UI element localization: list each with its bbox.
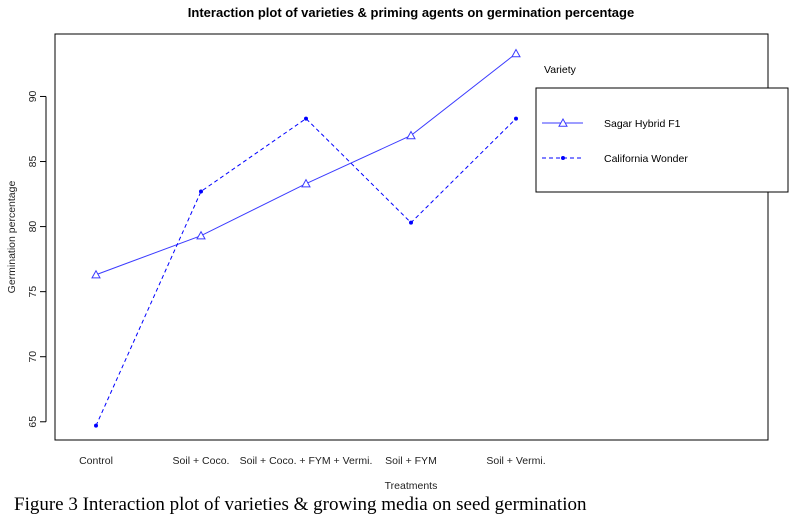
legend-marker-dot — [561, 156, 565, 160]
data-point-triangle — [196, 230, 206, 240]
y-tick-label: 85 — [27, 156, 39, 168]
series-line-2 — [95, 117, 517, 426]
x-tick-label: Soil + Coco. — [173, 455, 230, 467]
x-axis-label: Treatments — [385, 480, 438, 490]
y-tick-label: 75 — [27, 286, 39, 298]
series-line-1 — [95, 53, 517, 276]
legend-marker-triangle — [558, 117, 568, 127]
legend-box — [535, 87, 789, 193]
y-tick-label: 65 — [27, 416, 39, 428]
x-tick-label: Control — [79, 455, 113, 467]
legend-label: Sagar Hybrid F1 — [604, 118, 681, 130]
legend-entries: Sagar Hybrid F1 California Wonder — [542, 117, 688, 165]
data-point-dot — [199, 189, 203, 194]
data-point-dot — [409, 220, 413, 225]
y-tick-label: 80 — [27, 221, 39, 233]
data-point-triangle — [406, 130, 416, 140]
data-point-triangle — [91, 269, 101, 279]
x-axis: Control Soil + Coco. Soil + Coco. + FYM + … — [79, 455, 546, 467]
legend: Variety Sagar Hybrid F1 California Wonder — [535, 64, 789, 193]
legend-title: Variety — [544, 64, 577, 76]
data-point-triangle — [511, 48, 521, 58]
data-point-dot — [514, 116, 518, 121]
legend-label: California Wonder — [604, 153, 688, 165]
y-axis: 65 70 75 80 85 90 — [27, 90, 47, 428]
y-axis-label: Germination percentage — [6, 181, 18, 294]
x-tick-label: Soil + Coco. + FYM + Vermi. — [240, 455, 373, 467]
chart-title: Interaction plot of varieties & priming … — [188, 5, 634, 20]
plot-frame — [54, 33, 769, 441]
data-point-dot — [94, 423, 98, 428]
data-point-triangle — [301, 178, 311, 188]
figure-caption: Figure 3 Interaction plot of varieties &… — [14, 494, 587, 515]
y-tick-label: 70 — [27, 351, 39, 363]
x-tick-label: Soil + Vermi. — [486, 455, 545, 467]
series-layer — [91, 48, 521, 428]
data-point-dot — [304, 116, 308, 121]
interaction-plot: Interaction plot of varieties & priming … — [6, 5, 789, 490]
y-tick-label: 90 — [27, 90, 39, 102]
x-tick-label: Soil + FYM — [385, 455, 437, 467]
